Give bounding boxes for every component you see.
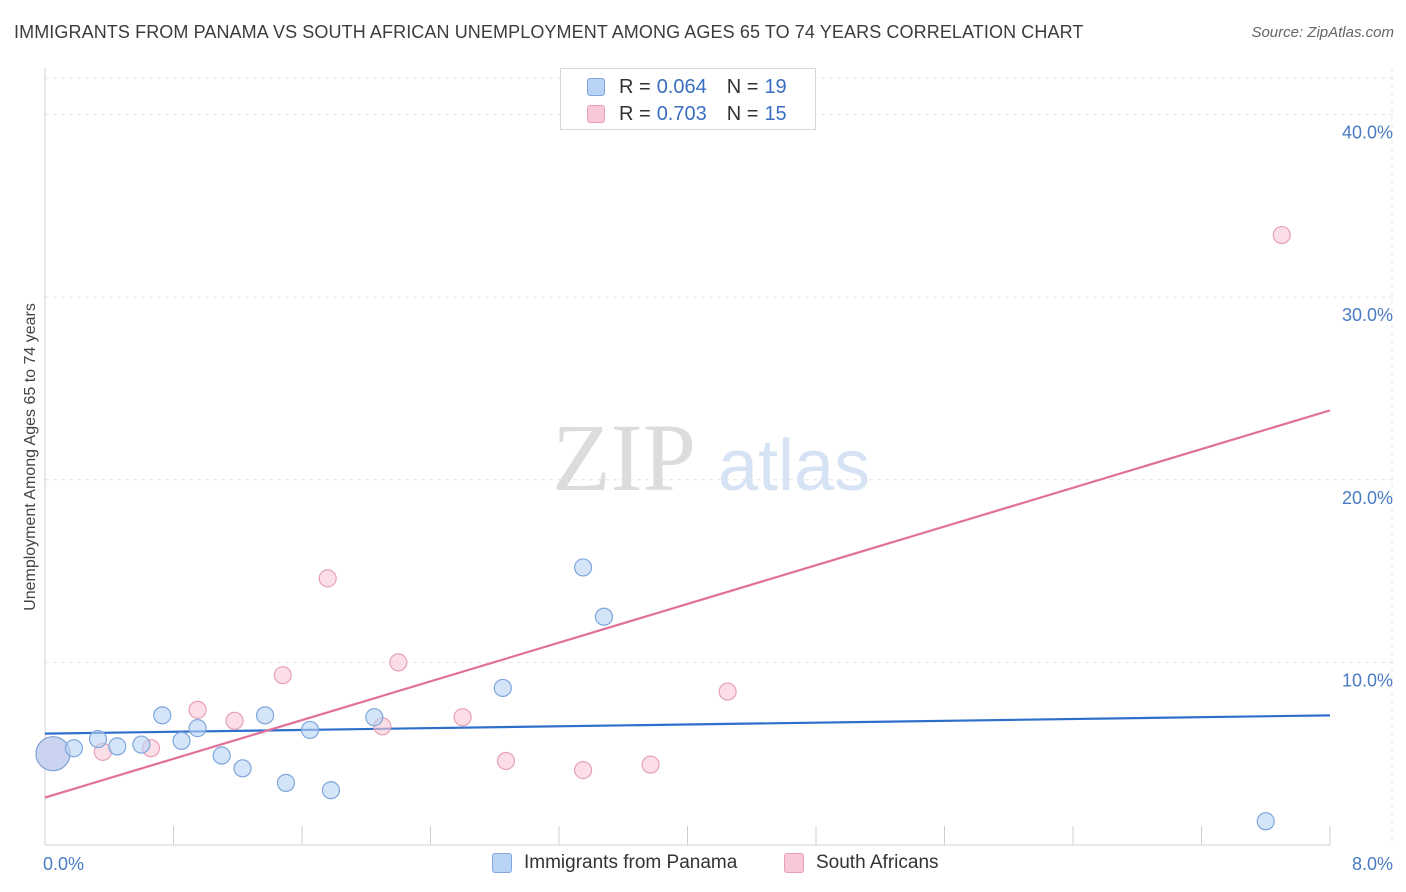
watermark-zip: ZIP	[552, 404, 696, 511]
axes-layer	[44, 68, 1331, 846]
series-legend-panama[interactable]: Immigrants from Panama	[492, 852, 737, 874]
point-panama	[233, 759, 252, 778]
legend-n-label: N =	[726, 75, 759, 98]
point-south-africans	[273, 666, 292, 685]
point-south-africans	[318, 569, 337, 588]
point-south-africans	[389, 653, 408, 672]
series-legend-south-africans[interactable]: South Africans	[784, 852, 939, 874]
legend-r-label: R =	[619, 75, 651, 98]
series-swatch-south-africans	[784, 853, 804, 873]
point-panama	[493, 678, 512, 698]
point-panama	[132, 735, 151, 754]
point-panama	[212, 746, 231, 765]
point-south-africans	[1272, 225, 1291, 245]
point-panama	[64, 739, 84, 758]
correlation-legend: R = 0.064 N = 19 R = 0.703 N = 15	[560, 68, 816, 130]
y-tick-label: 40.0%	[1342, 123, 1393, 143]
point-south-africans	[573, 761, 593, 780]
y-tick-label: 20.0%	[1342, 488, 1393, 508]
series-label-panama: Immigrants from Panama	[524, 852, 738, 873]
point-panama	[276, 773, 296, 793]
watermark-atlas: atlas	[718, 426, 870, 506]
point-panama	[88, 729, 108, 749]
point-panama	[255, 706, 275, 725]
point-panama	[35, 736, 71, 772]
chart-title: IMMIGRANTS FROM PANAMA VS SOUTH AFRICAN …	[14, 22, 1084, 42]
point-south-africans	[718, 682, 737, 701]
point-south-africans	[496, 751, 516, 771]
trend-line-panama	[44, 714, 1331, 735]
legend-swatch-south-africans	[587, 105, 605, 123]
series-legend: Immigrants from Panama South Africans	[0, 852, 1406, 878]
legend-n-value: 15	[764, 102, 787, 125]
x-tick-label: 0.0%	[43, 854, 84, 874]
point-south-africans	[225, 711, 244, 730]
legend-r-value: 0.703	[656, 102, 707, 125]
y-axis-label: Unemployment Among Ages 65 to 74 years	[22, 303, 39, 611]
watermark: ZIP atlas	[552, 404, 870, 511]
point-panama	[365, 708, 384, 727]
chart-source: Source: ZipAtlas.com	[1251, 24, 1394, 41]
point-panama	[300, 720, 320, 740]
point-south-africans	[453, 708, 472, 727]
point-south-africans	[641, 755, 660, 774]
series-swatch-panama	[492, 853, 512, 873]
legend-row-panama: R = 0.064 N = 19	[587, 75, 787, 99]
legend-row-south-africans: R = 0.703 N = 15	[587, 102, 787, 126]
trend-line-south-africans	[44, 409, 1331, 799]
x-tick-label: 8.0%	[1352, 854, 1393, 874]
trend-layer	[44, 409, 1331, 799]
point-panama	[1256, 812, 1275, 831]
y-tick-label: 30.0%	[1342, 305, 1393, 325]
point-panama	[153, 706, 172, 725]
point-panama	[573, 558, 593, 577]
legend-r-value: 0.064	[656, 75, 707, 98]
point-south-africans	[188, 700, 207, 719]
legend-r-label: R =	[619, 102, 651, 125]
tick-label-layer: 10.0% 20.0% 30.0% 40.0% 0.0% 8.0%	[43, 123, 1393, 874]
legend-swatch-panama	[587, 78, 605, 96]
point-panama	[172, 731, 191, 751]
point-panama	[108, 737, 127, 756]
point-panama	[188, 719, 207, 738]
points-layer	[35, 225, 1291, 831]
y-tick-label: 10.0%	[1342, 670, 1393, 690]
point-panama	[594, 607, 614, 626]
point-panama	[321, 781, 341, 800]
series-label-south-africans: South Africans	[816, 852, 939, 873]
legend-n-label: N =	[726, 102, 759, 125]
legend-n-value: 19	[764, 75, 787, 98]
